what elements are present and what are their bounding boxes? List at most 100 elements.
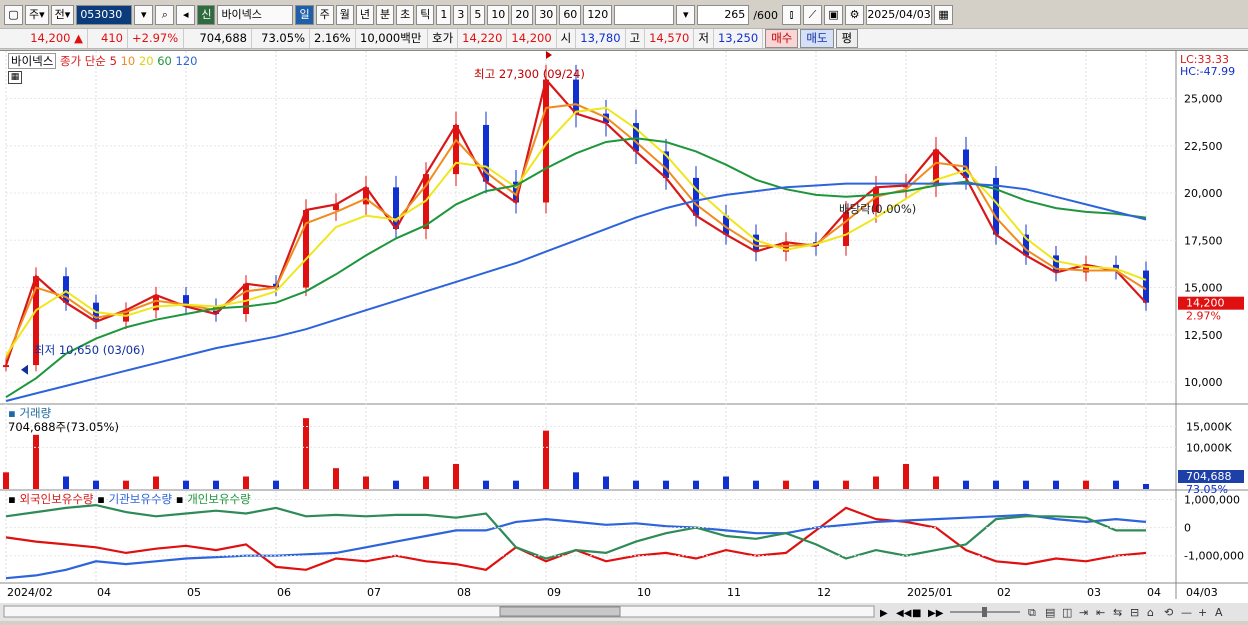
investor-line-1 (5, 513, 1147, 580)
volume-bar (393, 480, 399, 489)
price-axis-label: 22,500 (1184, 140, 1223, 153)
search-icon[interactable]: ⌕ (155, 5, 175, 25)
chart-svg[interactable]: 2024/02 04 05 06 07 08 09 10 11 12 2025/01 02 03 04 04… (0, 51, 1248, 622)
calendar-icon[interactable]: ▦ (934, 5, 954, 25)
volume-bar (633, 480, 639, 489)
volume-bar (63, 476, 69, 489)
date-axis-label: 10 (637, 586, 651, 599)
ask-price: 14,220 (458, 29, 508, 48)
volume-bar (723, 476, 729, 489)
playback-control-icon: ▶▶ (928, 608, 944, 619)
tab-minute[interactable]: 분 (375, 5, 395, 25)
tab-week[interactable]: 주 (315, 5, 334, 25)
candle-body (483, 124, 489, 182)
prev-label: 전 (54, 8, 65, 21)
tab-month[interactable]: 월 (335, 5, 354, 25)
chart-tool-icon: + (1198, 606, 1207, 619)
code-dropdown-icon[interactable]: ▾ (134, 5, 154, 25)
volume-bar (573, 472, 579, 489)
volume-bar (1143, 484, 1149, 489)
volume-bar (423, 476, 429, 489)
tab-year[interactable]: 년 (355, 5, 374, 25)
zoom-slider-thumb (982, 607, 987, 617)
low-annotation: 최저 10,650 (03/06) (34, 343, 145, 357)
grid-toggle-icon[interactable]: ▦ (8, 71, 22, 84)
lc-label: LC:33.33 (1180, 53, 1230, 66)
ma-line-120 (5, 182, 1147, 402)
interval-dropdown-icon[interactable]: ▾ (676, 5, 696, 25)
interval-10[interactable]: 10 (487, 5, 510, 25)
dividend-annotation: 배당락(0.00%) (839, 202, 917, 216)
investor-axis-label: 1,000,000 (1184, 493, 1240, 506)
candle-type-icon[interactable]: ⫾ (782, 5, 802, 25)
gear-icon[interactable]: ⚙ (845, 5, 865, 25)
interval-5[interactable]: 5 (470, 5, 486, 25)
interval-60[interactable]: 60 (559, 5, 582, 25)
scrollbar-thumb (499, 606, 621, 617)
price-legend: 바이넥스 종가 단순 5 10 20 60 120 (8, 53, 197, 69)
candle-body (1083, 264, 1089, 273)
speaker-icon[interactable]: ◂ (176, 5, 196, 25)
horizontal-scrollbar (3, 605, 875, 618)
window-icon[interactable]: ▢ (4, 5, 23, 25)
volume-bar (453, 464, 459, 489)
interval-120[interactable]: 120 (583, 5, 613, 25)
tab-second[interactable]: 초 (396, 5, 415, 25)
candle-body (303, 210, 309, 288)
volume-bar (273, 480, 279, 489)
buy-button[interactable]: 매수 (765, 29, 799, 48)
candle-body (363, 187, 369, 205)
volume-bar (843, 480, 849, 489)
eval-button[interactable]: 평 (835, 29, 859, 48)
candle-body (543, 79, 549, 203)
date-input[interactable]: 2025/04/03 (866, 5, 933, 25)
prev-select[interactable]: 전 ▾ (50, 5, 75, 25)
interval-3[interactable]: 3 (453, 5, 469, 25)
tab-tick[interactable]: 틱 (416, 5, 435, 25)
candle-body (1143, 270, 1149, 303)
volume-tag: 704,688 (1186, 470, 1232, 483)
chart-area[interactable]: 2024/02 04 05 06 07 08 09 10 11 12 2025/01 02 03 04 04… (0, 50, 1248, 621)
interval-1[interactable]: 1 (436, 5, 452, 25)
candle-body (873, 187, 879, 212)
quote-bar: 14,200 ▲ 410 +2.97% 704,688 73.05% 2.16%… (0, 28, 1248, 49)
volume-axis-label: 10,000K (1186, 441, 1232, 454)
volume-bar (963, 480, 969, 489)
stock-name-field[interactable]: 바이넥스 (217, 5, 294, 25)
volume-bar (3, 472, 9, 489)
interval-20[interactable]: 20 (511, 5, 534, 25)
playback-control-icon: ◀◀ (896, 608, 912, 619)
last-pct-tag: 2.97% (1186, 310, 1221, 323)
bid-price: 14,200 (507, 29, 557, 48)
volume-bar (513, 480, 519, 489)
stock-code-input[interactable]: 053030 (76, 5, 133, 25)
tab-day[interactable]: 일 (295, 5, 314, 25)
turnover-rate: 2.16% (310, 29, 356, 48)
chart-tool-icon: ⇤ (1096, 606, 1105, 619)
save-icon[interactable]: ▣ (824, 5, 844, 25)
candle-body (183, 295, 189, 307)
count-input[interactable]: 265 (697, 5, 750, 25)
price-axis-label: 20,000 (1184, 187, 1223, 200)
period-select[interactable]: 주 ▾ (25, 5, 49, 25)
chart-tool-icon: ⊟ (1130, 606, 1139, 619)
investor-axis-label: 0 (1184, 522, 1191, 535)
sell-button[interactable]: 매도 (800, 29, 834, 48)
draw-tool-icon[interactable]: ⟋ (803, 5, 823, 25)
price-value: 14,200 (30, 31, 71, 45)
interval-custom-input[interactable] (614, 5, 675, 25)
volume-bar (663, 480, 669, 489)
candle-body (3, 365, 9, 368)
last-price-tag: 14,200 (1186, 297, 1225, 310)
volume-bar (153, 476, 159, 489)
investor-line-2 (5, 503, 1146, 560)
date-axis-label: 09 (547, 586, 561, 599)
interval-30[interactable]: 30 (535, 5, 558, 25)
volume-bar (213, 480, 219, 489)
last-price-tag-bg (1178, 296, 1244, 310)
hc-label: HC:-47.99 (1180, 65, 1236, 78)
legend-foreign: 외국인보유수량 (19, 492, 94, 506)
legend-stock-name[interactable]: 바이넥스 (8, 53, 57, 69)
chart-tool-icon: ⧉ (1028, 606, 1036, 619)
chart-tool-icon: ⟲ (1164, 606, 1173, 619)
